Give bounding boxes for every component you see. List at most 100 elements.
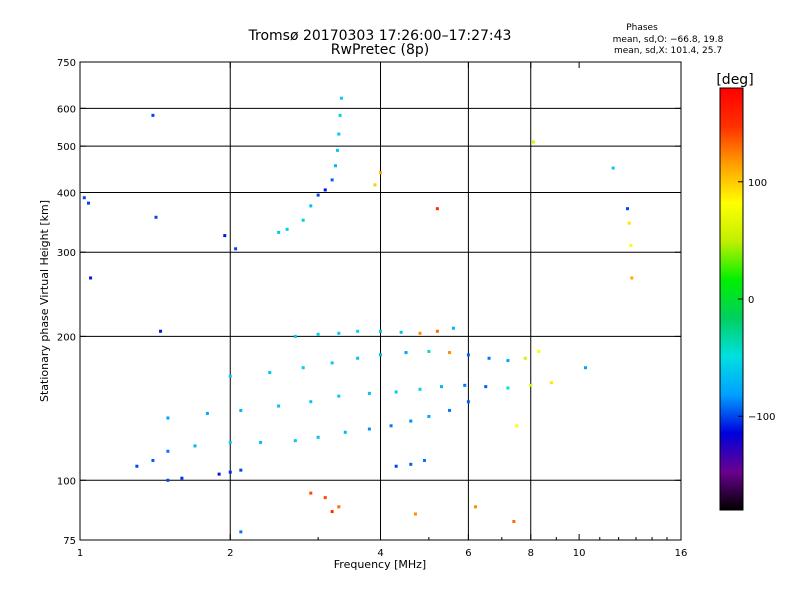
data-point (611, 166, 615, 170)
x-tick-label: 6 (465, 548, 471, 559)
data-point (418, 331, 422, 335)
data-point (537, 349, 541, 353)
data-point (323, 496, 327, 500)
data-point (409, 419, 413, 423)
data-point (379, 353, 382, 357)
y-tick-label: 75 (63, 536, 76, 547)
data-point (394, 464, 398, 468)
data-point (549, 381, 553, 385)
data-point (379, 329, 382, 333)
data-point (413, 512, 417, 516)
chart-title: Tromsø 20170303 17:26:00–17:27:43 (248, 28, 512, 44)
data-point (427, 349, 431, 353)
data-point (82, 196, 86, 200)
data-point (239, 530, 243, 534)
data-point (316, 332, 320, 336)
data-point (228, 374, 232, 378)
data-point (338, 113, 342, 117)
colorbar-label: [deg] (716, 72, 753, 88)
data-point (584, 366, 588, 370)
data-point (316, 435, 320, 439)
data-point (409, 462, 413, 466)
gridlines (80, 62, 681, 540)
series-3 (293, 326, 455, 338)
data-point (356, 356, 360, 360)
data-point (435, 329, 439, 333)
x-tick-label: 4 (377, 548, 383, 559)
series-2 (228, 349, 541, 378)
series-4 (166, 458, 426, 482)
data-point (627, 221, 631, 225)
colorbar-tick-label: 0 (748, 295, 754, 306)
data-point (277, 404, 281, 408)
data-point (379, 171, 382, 175)
data-point (159, 329, 163, 333)
series-1 (166, 381, 553, 420)
data-point (463, 383, 467, 387)
data-point (529, 383, 533, 387)
data-point (523, 356, 527, 360)
data-point (217, 472, 221, 476)
series-5 (277, 96, 343, 234)
data-point (422, 458, 426, 462)
colorbar-tick-label: 100 (748, 178, 767, 189)
legend-title: Phases (626, 23, 658, 33)
data-point (487, 356, 491, 360)
chart-subtitle: RwPretec (8p) (331, 42, 429, 58)
colorbar-tick-label: −100 (748, 412, 775, 423)
data-point (427, 414, 431, 418)
data-point (239, 408, 243, 412)
data-point (440, 385, 444, 389)
data-point (373, 183, 377, 187)
data-point (228, 470, 232, 474)
data-point (89, 276, 93, 280)
data-point (335, 148, 339, 152)
data-point (309, 491, 313, 495)
data-point (309, 204, 313, 208)
data-point (166, 449, 170, 453)
y-tick-label: 100 (57, 476, 76, 487)
y-tick-label: 600 (57, 104, 76, 115)
data-point (394, 390, 398, 394)
legend-line-x: mean, sd,X: 101.4, 25.7 (614, 46, 722, 56)
data-point (180, 476, 184, 480)
data-point (515, 424, 519, 428)
data-point (466, 400, 470, 404)
data-point (259, 440, 263, 444)
y-axis-label: Stationary phase Virtual Height [km] (38, 200, 51, 402)
data-point (135, 464, 139, 468)
x-tick-label: 16 (675, 548, 688, 559)
y-tick-label: 400 (57, 188, 76, 199)
legend-line-o: mean, sd,O: −66.8, 19.8 (613, 35, 724, 45)
data-point (367, 391, 371, 395)
x-axis-label: Frequency [MHz] (334, 558, 426, 571)
data-point (466, 353, 470, 357)
y-axis-ticks: 75 100 200 300 400 500 600 750 (57, 58, 681, 547)
colorbar-ticks: 100 0 −100 (738, 178, 775, 423)
data-point (399, 330, 403, 334)
data-point (330, 510, 334, 514)
data-point (630, 276, 634, 280)
x-tick-label: 10 (573, 548, 586, 559)
y-tick-label: 750 (57, 58, 76, 69)
data-point (151, 458, 155, 462)
data-point (301, 366, 305, 370)
data-point (309, 400, 313, 404)
data-point (473, 505, 477, 509)
data-point (337, 331, 341, 335)
data-point (418, 387, 422, 391)
data-point (435, 207, 439, 211)
data-point (193, 444, 197, 448)
data-point (389, 424, 393, 428)
data-point (323, 188, 327, 192)
data-point (166, 478, 170, 482)
data-point (166, 416, 170, 420)
data-point (448, 351, 452, 355)
data-point (87, 201, 91, 205)
data-point (293, 334, 297, 338)
data-point (356, 329, 360, 333)
data-point (625, 207, 629, 211)
x-axis-ticks: 1 2 4 6 8 10 16 (77, 62, 688, 559)
x-tick-label: 2 (227, 548, 233, 559)
